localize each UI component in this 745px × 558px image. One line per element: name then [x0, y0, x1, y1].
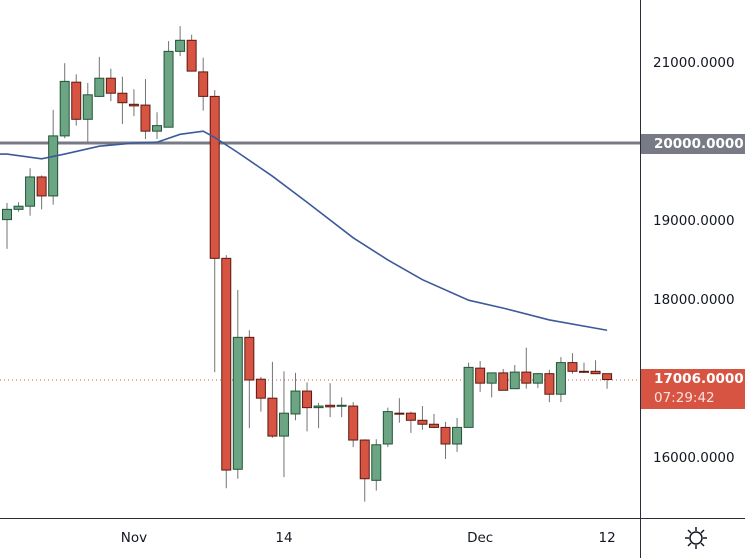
candle-body-nov-19[interactable]	[336, 404, 347, 407]
last-price-value: 17006.0000	[654, 371, 744, 387]
candle-body-nov-4[interactable]	[163, 50, 174, 128]
candle-body-oct-22[interactable]	[13, 205, 24, 210]
candle-body-nov-18[interactable]	[325, 404, 336, 408]
candle-body-nov-11[interactable]	[244, 336, 255, 381]
candle-body-oct-29[interactable]	[94, 77, 105, 97]
candle-body-nov-23[interactable]	[382, 411, 393, 445]
candle-body-nov-20[interactable]	[348, 405, 359, 441]
candle-body-nov-9[interactable]	[221, 257, 232, 471]
time-tick-label: 12	[598, 530, 616, 546]
time-tick-label: Nov	[120, 530, 148, 546]
candle-body-nov-3[interactable]	[152, 125, 163, 132]
candle-body-nov-29[interactable]	[452, 426, 463, 445]
candle-body-nov-24[interactable]	[394, 412, 405, 415]
candle-body-oct-25[interactable]	[48, 135, 59, 197]
candle-body-dec-2[interactable]	[486, 372, 497, 384]
candle-body-nov-13[interactable]	[267, 397, 278, 437]
candle-body-oct-24[interactable]	[36, 176, 47, 197]
candle-body-dec-11[interactable]	[590, 370, 601, 375]
candle-body-dec-1[interactable]	[475, 367, 486, 384]
candle-body-nov-12[interactable]	[255, 378, 266, 399]
candle-body-dec-12[interactable]	[602, 373, 613, 381]
candle-body-nov-14[interactable]	[278, 412, 289, 437]
last-price-label: 17006.0000 07:29:42	[641, 369, 745, 409]
candles-group	[2, 26, 613, 502]
price-tick-label: 18000.0000	[653, 292, 735, 308]
candle-body-nov-8[interactable]	[209, 95, 220, 259]
candle-body-nov-21[interactable]	[359, 439, 370, 480]
candle-body-oct-26[interactable]	[59, 80, 70, 137]
candle-body-dec-5[interactable]	[521, 371, 532, 384]
candle-body-nov-28[interactable]	[440, 426, 451, 445]
candle-body-nov-6[interactable]	[186, 39, 197, 72]
candle-body-oct-28[interactable]	[82, 94, 93, 120]
time-tick-label: 14	[275, 530, 293, 546]
price-tick-label: 16000.0000	[653, 450, 735, 466]
candle-body-nov-26[interactable]	[417, 419, 428, 425]
candle-body-oct-23[interactable]	[25, 176, 36, 207]
candle-body-dec-8[interactable]	[555, 362, 566, 395]
sun-gear-icon[interactable]	[684, 526, 708, 550]
candle-body-dec-10[interactable]	[579, 370, 589, 373]
bar-countdown: 07:29:42	[654, 390, 715, 406]
candle-body-nov-10[interactable]	[232, 336, 243, 470]
candle-body-nov-5[interactable]	[175, 39, 186, 52]
candle-body-oct-31[interactable]	[117, 92, 128, 104]
candle-body-oct-27[interactable]	[71, 81, 82, 120]
candle-body-dec-6[interactable]	[532, 373, 543, 384]
candle-body-nov-7[interactable]	[198, 71, 209, 97]
candle-body-dec-3[interactable]	[498, 372, 509, 391]
candle-body-oct-30[interactable]	[105, 77, 116, 94]
time-tick-label: Dec	[467, 530, 494, 546]
candle-body-dec-7[interactable]	[544, 373, 555, 395]
hline-price-label: 20000.0000	[641, 134, 745, 154]
candle-body-dec-9[interactable]	[567, 362, 578, 372]
candle-body-nov-30[interactable]	[463, 366, 474, 428]
candle-body-nov-16[interactable]	[302, 390, 313, 409]
candle-body-nov-25[interactable]	[405, 412, 416, 421]
price-tick-label: 21000.0000	[653, 55, 735, 71]
moving-average-line	[0, 130, 608, 332]
candle-body-nov-27[interactable]	[428, 423, 439, 428]
price-tick-label: 19000.0000	[653, 213, 735, 229]
candle-body-nov-17[interactable]	[313, 405, 324, 409]
candle-body-nov-1[interactable]	[128, 103, 139, 107]
candle-body-dec-4[interactable]	[509, 371, 520, 390]
candle-body-nov-15[interactable]	[290, 390, 301, 415]
candle-body-nov-22[interactable]	[371, 444, 382, 481]
candle-body-nov-2[interactable]	[140, 104, 151, 132]
candle-body-oct-21[interactable]	[2, 208, 12, 221]
